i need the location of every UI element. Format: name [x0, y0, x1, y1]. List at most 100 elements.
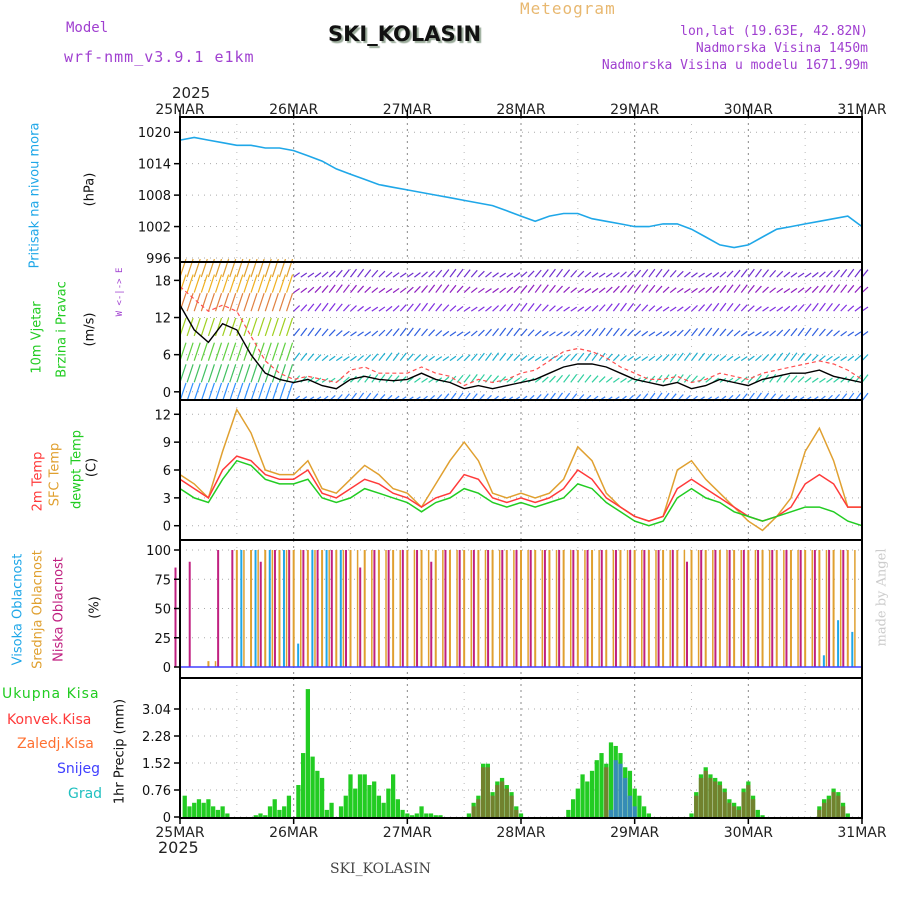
- wind-barb: [584, 288, 592, 294]
- wind-barb: [193, 382, 201, 402]
- wind-barb: [790, 375, 798, 383]
- wind-barb: [250, 364, 258, 383]
- wind-barb: [534, 377, 542, 383]
- wind-barb: [520, 328, 528, 337]
- wind-barb: [591, 305, 599, 312]
- wind-barb: [833, 303, 841, 312]
- precip-snow-bar: [632, 806, 637, 817]
- wind-barb: [634, 330, 642, 337]
- wind-barb: [428, 355, 436, 362]
- wind-barb: [314, 327, 322, 337]
- wind-barb: [257, 364, 265, 383]
- wind-barb: [335, 356, 343, 362]
- wind-barb: [591, 375, 599, 383]
- precip-total-bar: [286, 795, 292, 817]
- wind-barb: [662, 354, 670, 362]
- wind-barb: [811, 272, 819, 278]
- wind-barb: [605, 327, 613, 337]
- precip-total-bar: [315, 770, 320, 817]
- wind-barb: [207, 342, 215, 361]
- wind-barb: [350, 284, 357, 293]
- grid-layer: [179, 117, 863, 818]
- wind-barb: [534, 356, 542, 362]
- wind-barb: [421, 302, 429, 312]
- wind-gust-line: [179, 286, 863, 387]
- wind-barb: [584, 305, 592, 312]
- wind-barb: [357, 285, 365, 293]
- wind-barb: [684, 305, 691, 312]
- wind-barb: [229, 342, 237, 361]
- wind-barb: [328, 270, 336, 278]
- wind-barb: [271, 317, 279, 337]
- wind-barb: [577, 270, 585, 278]
- wind-barb: [740, 284, 748, 293]
- wind-barb: [826, 377, 833, 383]
- date-label-bottom: 26MAR: [269, 825, 318, 841]
- wind-barb: [506, 272, 514, 278]
- wind-barb: [790, 304, 798, 312]
- y-tick-label: 3: [163, 492, 171, 507]
- y-tick-label: 0: [163, 811, 171, 826]
- precip-total-bar: [187, 806, 192, 817]
- wind-barb: [285, 382, 294, 402]
- wind-barb: [541, 356, 549, 362]
- precip-total-bar: [845, 813, 850, 817]
- wind-barb: [612, 354, 620, 362]
- wind-barb: [470, 269, 478, 278]
- wind-barb: [705, 327, 713, 337]
- wind-barb: [833, 284, 841, 293]
- station-title: SKI_KOLASIN: [328, 22, 482, 46]
- wind-barb: [513, 377, 521, 383]
- wind-barb: [293, 328, 301, 337]
- precip-snow-bar: [618, 763, 623, 817]
- wind-barb: [669, 287, 677, 294]
- wind-barb: [463, 269, 471, 278]
- wind-barb: [271, 342, 279, 361]
- wind-barb: [797, 352, 805, 362]
- wind-barb: [193, 317, 201, 337]
- wind-barb: [278, 342, 287, 361]
- wind-barb: [200, 292, 208, 312]
- wind-barb: [619, 302, 627, 312]
- wind-barb: [385, 328, 393, 337]
- precip-total-bar: [689, 813, 694, 817]
- wind-barb: [591, 272, 599, 278]
- wind-barb: [300, 287, 308, 294]
- wind-barb: [804, 286, 812, 294]
- wind-barb: [726, 355, 734, 362]
- precip-total-bar: [343, 795, 348, 817]
- precip-total-bar: [357, 774, 363, 817]
- wind-barb: [470, 330, 478, 337]
- wind-barb: [556, 305, 563, 312]
- wind-barb: [264, 364, 272, 383]
- precip-total-bar: [414, 813, 419, 817]
- wind-barb: [214, 364, 223, 383]
- wind-barb: [421, 377, 428, 383]
- wind-barb: [790, 328, 798, 337]
- wind-barb: [620, 328, 627, 337]
- wind-barb: [200, 382, 208, 402]
- wind-barb: [392, 328, 400, 337]
- wind-barb: [271, 274, 279, 293]
- wind-barb: [676, 329, 684, 337]
- wind-barb: [463, 286, 471, 294]
- wind-barb: [762, 269, 770, 278]
- wind-barb: [243, 292, 251, 312]
- wind-barb: [584, 328, 592, 337]
- wind-barb: [570, 269, 578, 278]
- wind-barb: [477, 352, 485, 362]
- wind-barb: [271, 364, 279, 383]
- wind-barb: [634, 269, 642, 278]
- wind-barb: [797, 327, 805, 337]
- y-tick-label: 6: [163, 349, 171, 364]
- wind-barb: [627, 303, 635, 312]
- wind-barb: [747, 331, 755, 337]
- wind-barb: [222, 317, 230, 337]
- wind-barb: [236, 364, 244, 383]
- wind-barb: [350, 268, 357, 278]
- wind-barb: [492, 287, 499, 294]
- wind-barb: [804, 353, 812, 362]
- wind-barb: [769, 287, 777, 294]
- precip-total-bar: [196, 799, 202, 817]
- wind-barb: [669, 373, 677, 383]
